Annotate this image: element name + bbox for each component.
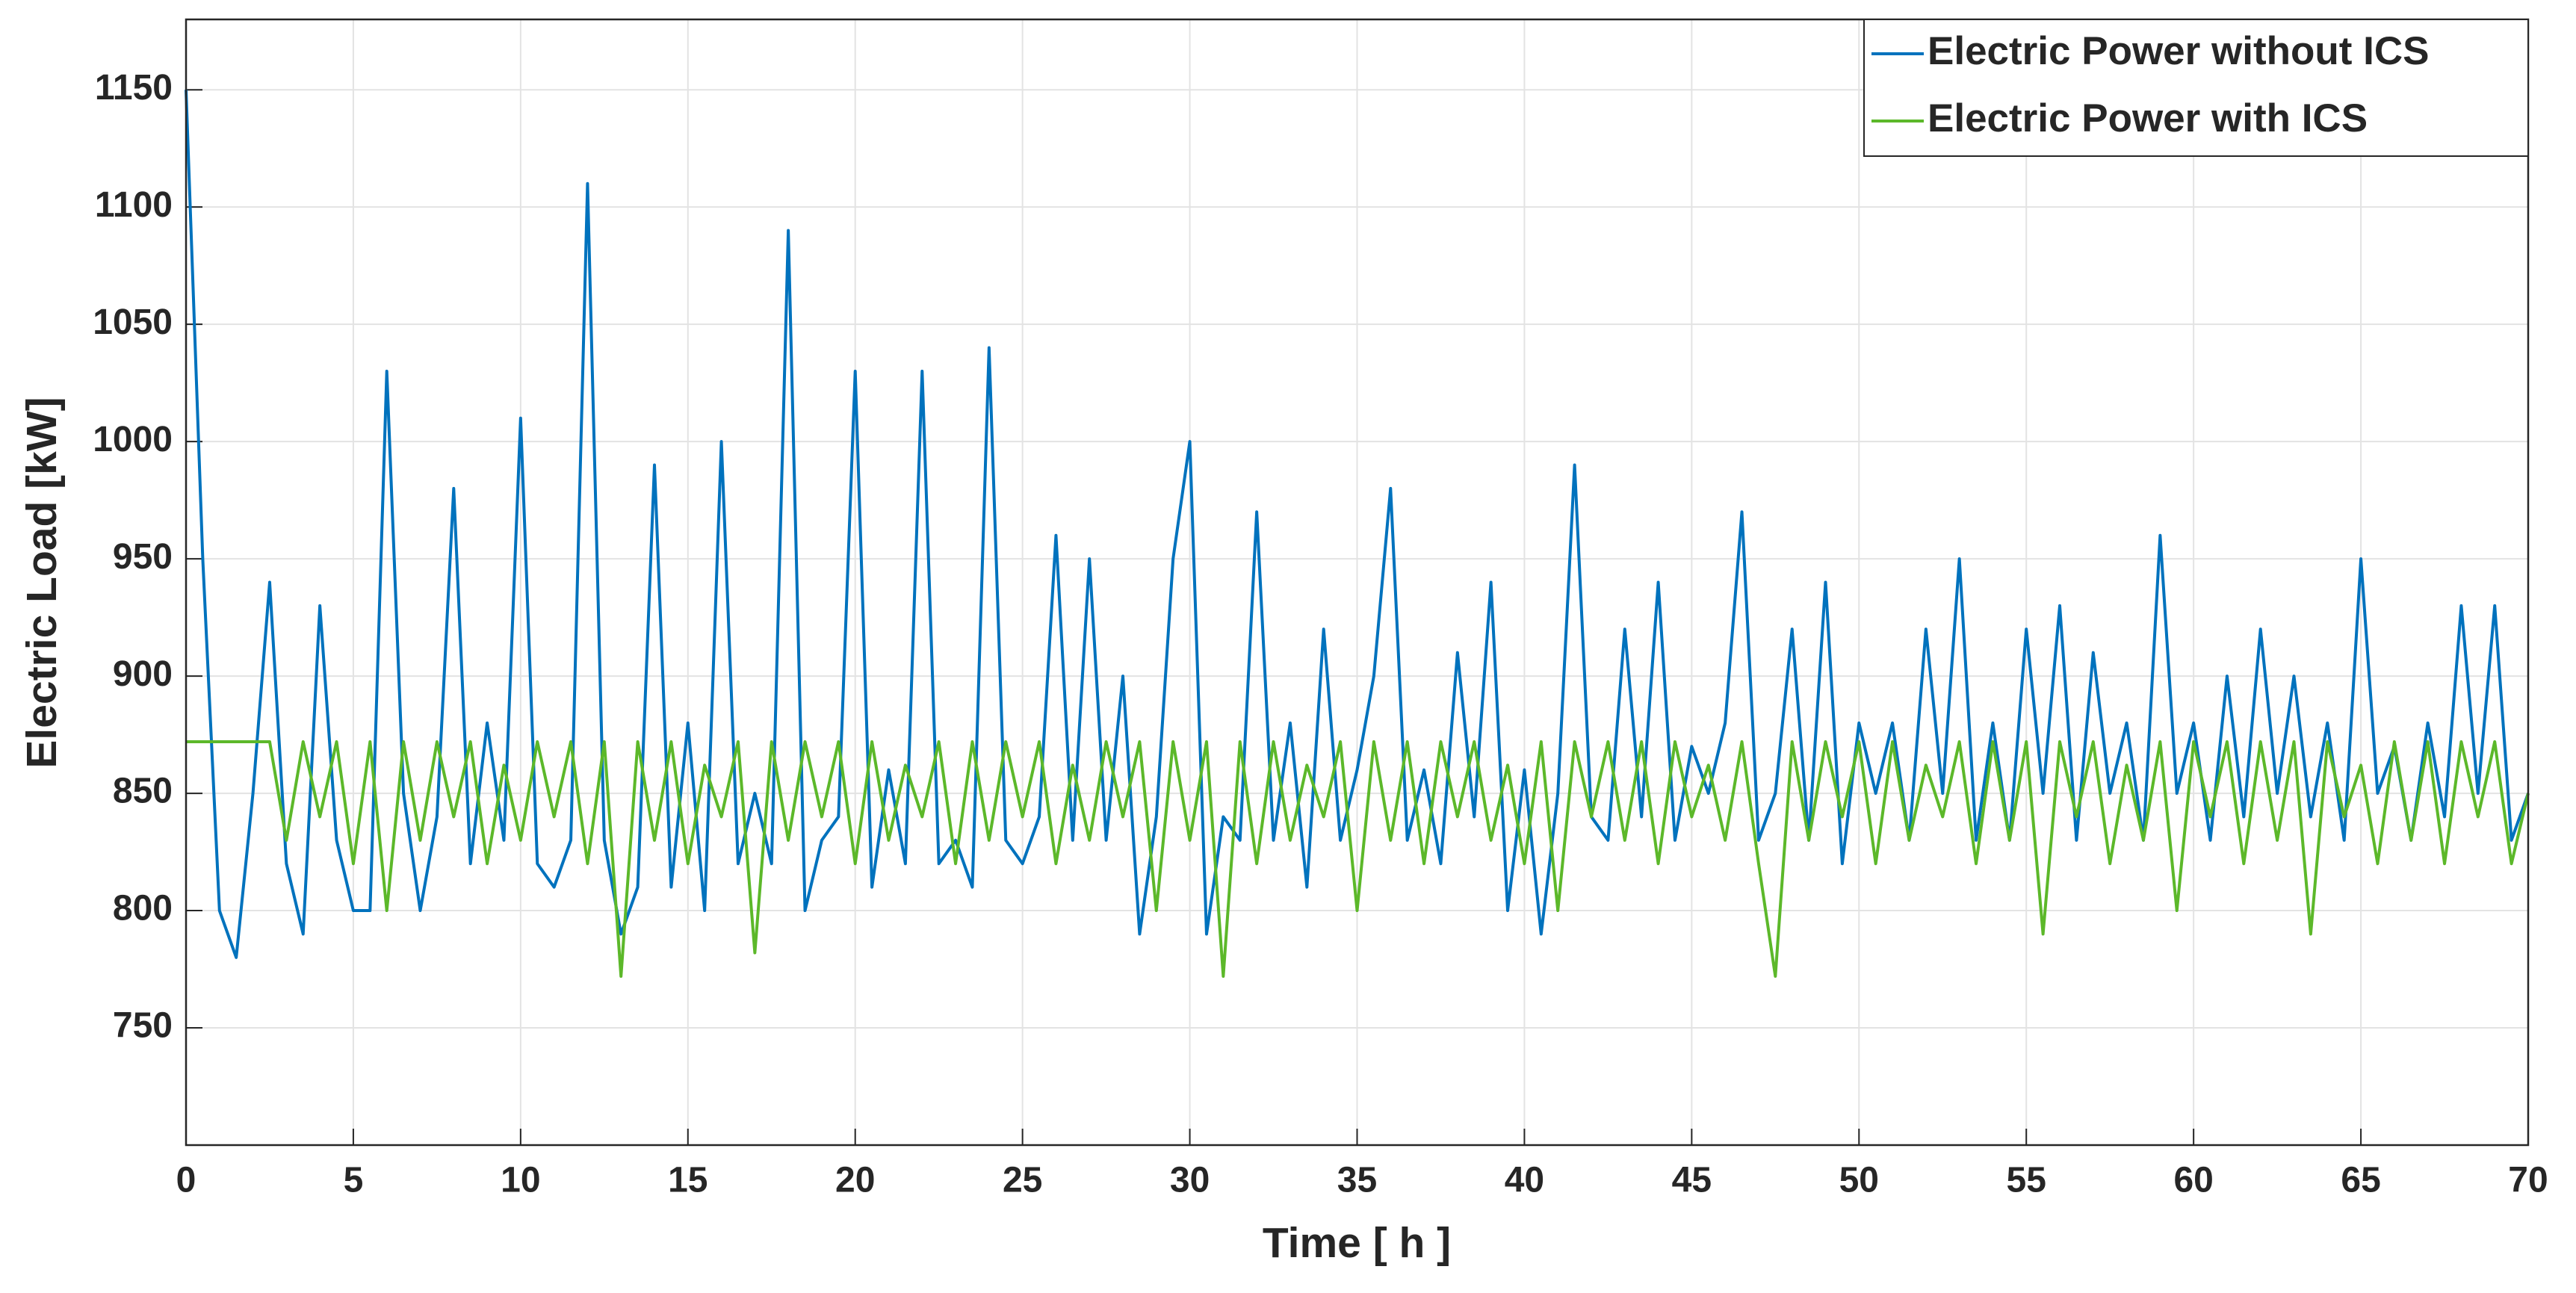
- legend-label: Electric Power without ICS: [1928, 29, 2429, 73]
- x-axis-label: Time [ h ]: [1263, 1219, 1451, 1267]
- x-tick-label: 10: [501, 1161, 540, 1200]
- y-tick-label: 900: [113, 654, 173, 694]
- x-tick-label: 5: [344, 1161, 364, 1200]
- y-tick-label: 950: [113, 537, 173, 577]
- x-tick-label: 50: [1839, 1161, 1879, 1200]
- y-axis-label: Electric Load [kW]: [18, 397, 66, 768]
- y-tick-label: 1100: [95, 185, 173, 225]
- x-tick-label: 55: [2007, 1161, 2046, 1200]
- x-tick-label: 15: [668, 1161, 708, 1200]
- x-tick-label: 20: [835, 1161, 875, 1200]
- plot-frame: [185, 18, 2530, 1147]
- data-line: [185, 90, 2530, 959]
- y-tick-label: 1050: [93, 303, 173, 342]
- legend-box: [1863, 19, 2529, 157]
- x-tick-label: 40: [1505, 1161, 1544, 1200]
- y-tick-label: 850: [113, 772, 173, 811]
- data-line: [186, 739, 2530, 978]
- x-tick-label: 25: [1003, 1161, 1042, 1200]
- x-tick-label: 70: [2508, 1161, 2548, 1200]
- y-tick-label: 750: [113, 1006, 173, 1046]
- x-tick-label: 35: [1337, 1161, 1377, 1200]
- x-tick-label: 65: [2341, 1161, 2380, 1200]
- y-tick-label: 1000: [93, 420, 173, 459]
- y-tick-label: 800: [113, 889, 173, 928]
- x-tick-label: 30: [1170, 1161, 1210, 1200]
- x-tick-label: 0: [176, 1161, 196, 1200]
- legend-label: Electric Power with ICS: [1928, 96, 2368, 140]
- y-tick-label: 1150: [95, 68, 173, 108]
- x-tick-label: 45: [1672, 1161, 1712, 1200]
- x-tick-label: 60: [2173, 1161, 2213, 1200]
